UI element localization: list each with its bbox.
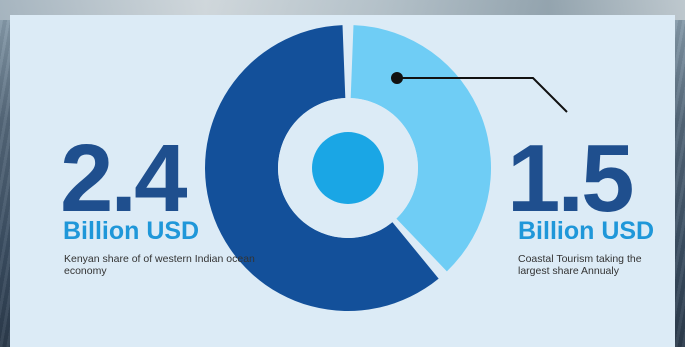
leader-line	[397, 77, 568, 113]
donut-slice-coastal-tourism	[350, 25, 492, 272]
right-stat-unit: Billion USD	[518, 217, 655, 245]
donut-chart	[205, 25, 568, 311]
right-stat-value: 1.5	[507, 125, 634, 232]
left-stat-unit: Billion USD	[63, 217, 200, 245]
infographic-panel: 2.4 Billion USD Kenyan share of of weste…	[10, 15, 675, 347]
left-stat-description: Kenyan share of of western Indian ocean …	[64, 253, 255, 277]
left-stat-value: 2.4	[60, 125, 187, 232]
donut-slice-western-indian-ocean	[205, 25, 439, 311]
center-dot	[312, 132, 384, 204]
right-stat-description: Coastal Tourism taking the largest share…	[518, 253, 642, 277]
leader-dot	[391, 72, 403, 84]
